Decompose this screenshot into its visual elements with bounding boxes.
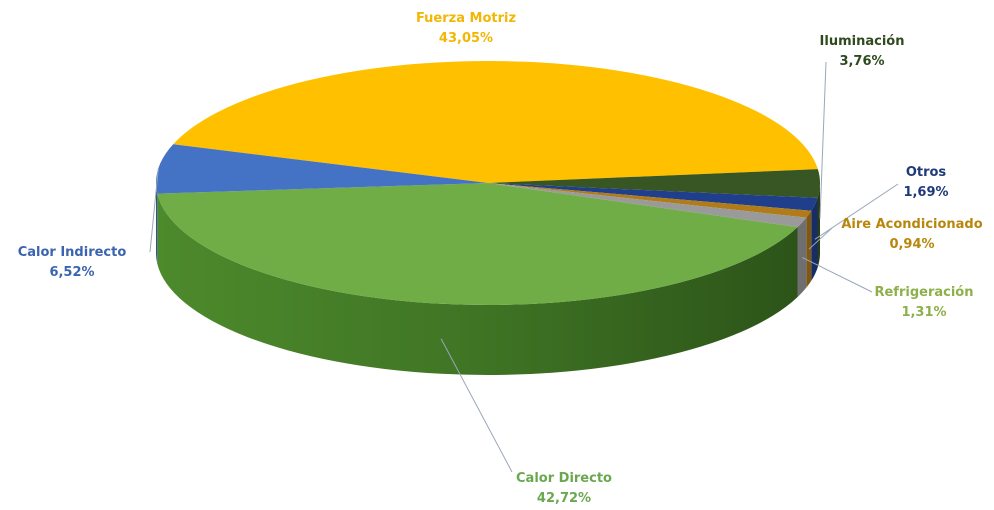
slice-side-aire-acondicionado [806,210,812,288]
leader-line-refrigeracion [801,256,873,293]
slice-side-otros [811,197,818,281]
label-fuerza-motriz-value: 43,05% [439,31,493,46]
leader-line-calor-directo [440,338,513,473]
slice-side-iluminacion [817,183,820,268]
label-iluminacion-value: 3,76% [839,54,884,69]
slice-side-calor-indirecto [156,183,158,264]
leader-line-calor-indirecto [149,168,159,253]
label-aire-acondicionado-value: 0,94% [889,237,934,252]
label-iluminacion-name: Iluminación [820,34,905,49]
label-fuerza-motriz-name: Fuerza Motriz [416,11,516,26]
slice-otros [488,183,818,211]
label-calor-indirecto-name: Calor Indirecto [18,245,127,260]
slice-side-refrigeracion [797,217,807,298]
label-refrigeracion-value: 1,31% [901,305,946,320]
slice-fuerza-motriz [173,61,818,183]
pie-side-layer [156,183,820,375]
leader-lines [149,61,899,473]
leader-line-iluminacion [819,61,827,219]
pie-top-layer [156,61,820,305]
label-calor-directo-value: 42,72% [537,491,591,506]
slice-refrigeracion [488,183,807,228]
slice-calor-indirecto [156,144,488,194]
slice-calor-directo [157,183,798,305]
label-otros-value: 1,69% [903,185,948,200]
label-calor-directo-name: Calor Directo [516,471,612,486]
label-calor-indirecto-value: 6,52% [49,265,94,280]
label-otros-name: Otros [906,165,947,180]
label-aire-acondicionado-name: Aire Acondicionado [841,217,982,232]
slice-side-calor-directo [157,193,798,375]
leader-line-otros [814,183,899,240]
slice-iluminacion [488,169,820,198]
leader-line-aire-acondicionado [808,227,833,250]
label-refrigeracion-name: Refrigeración [874,285,973,300]
slice-aire-acondicionado [488,183,812,218]
